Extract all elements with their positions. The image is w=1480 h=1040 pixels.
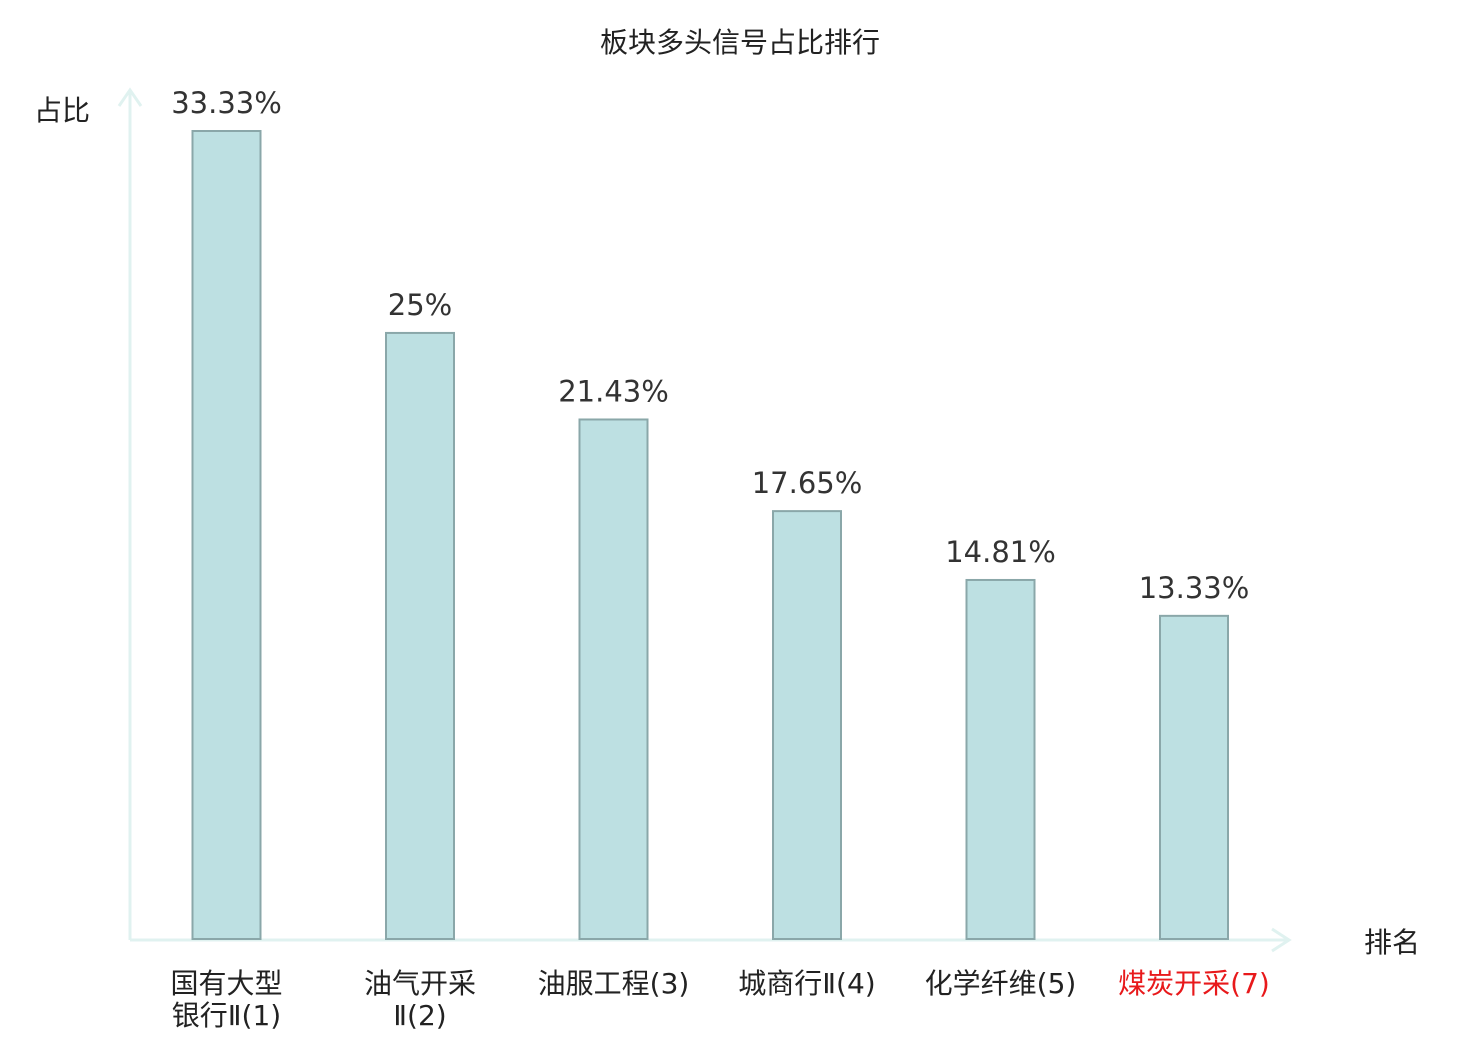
x-axis-arrow <box>1271 927 1292 953</box>
value-labels-group: 33.33% 25% 21.43% 17.65% 14.81% 13.33% <box>171 86 1249 605</box>
value-label-5: 14.81% <box>945 535 1056 569</box>
bar-4 <box>772 510 842 940</box>
category-label-2-line-2: Ⅱ(2) <box>393 999 446 1032</box>
value-label-1: 33.33% <box>171 86 282 120</box>
y-axis <box>117 87 143 940</box>
x-axis-label: 排名 <box>1364 926 1420 959</box>
category-label-4: 城商行Ⅱ(4) <box>738 967 875 1000</box>
bar-5 <box>965 578 1036 941</box>
value-label-3: 21.43% <box>558 374 669 408</box>
chart-title: 板块多头信号占比排行 <box>600 26 880 59</box>
category-label-1-line-2: 银行Ⅱ(1) <box>172 999 281 1032</box>
bar-2 <box>385 331 455 940</box>
value-label-4: 17.65% <box>752 466 863 500</box>
category-label-2-line-1: 油气开采 <box>364 967 476 1000</box>
value-label-2: 25% <box>388 288 452 322</box>
category-label-1-line-1: 国有大型 <box>170 967 282 1000</box>
y-axis-arrow <box>117 87 143 107</box>
bar-1 <box>191 130 262 940</box>
x-axis <box>130 927 1292 953</box>
category-label-5: 化学纤维(5) <box>925 967 1077 1000</box>
category-label-6: 煤炭开采(7) <box>1118 967 1270 1000</box>
y-axis-label: 占比 <box>34 94 90 127</box>
bar-3 <box>578 418 649 940</box>
bars-group <box>191 130 1229 941</box>
value-label-6: 13.33% <box>1139 571 1250 605</box>
bar-6 <box>1159 614 1229 941</box>
category-label-3: 油服工程(3) <box>538 967 690 1000</box>
